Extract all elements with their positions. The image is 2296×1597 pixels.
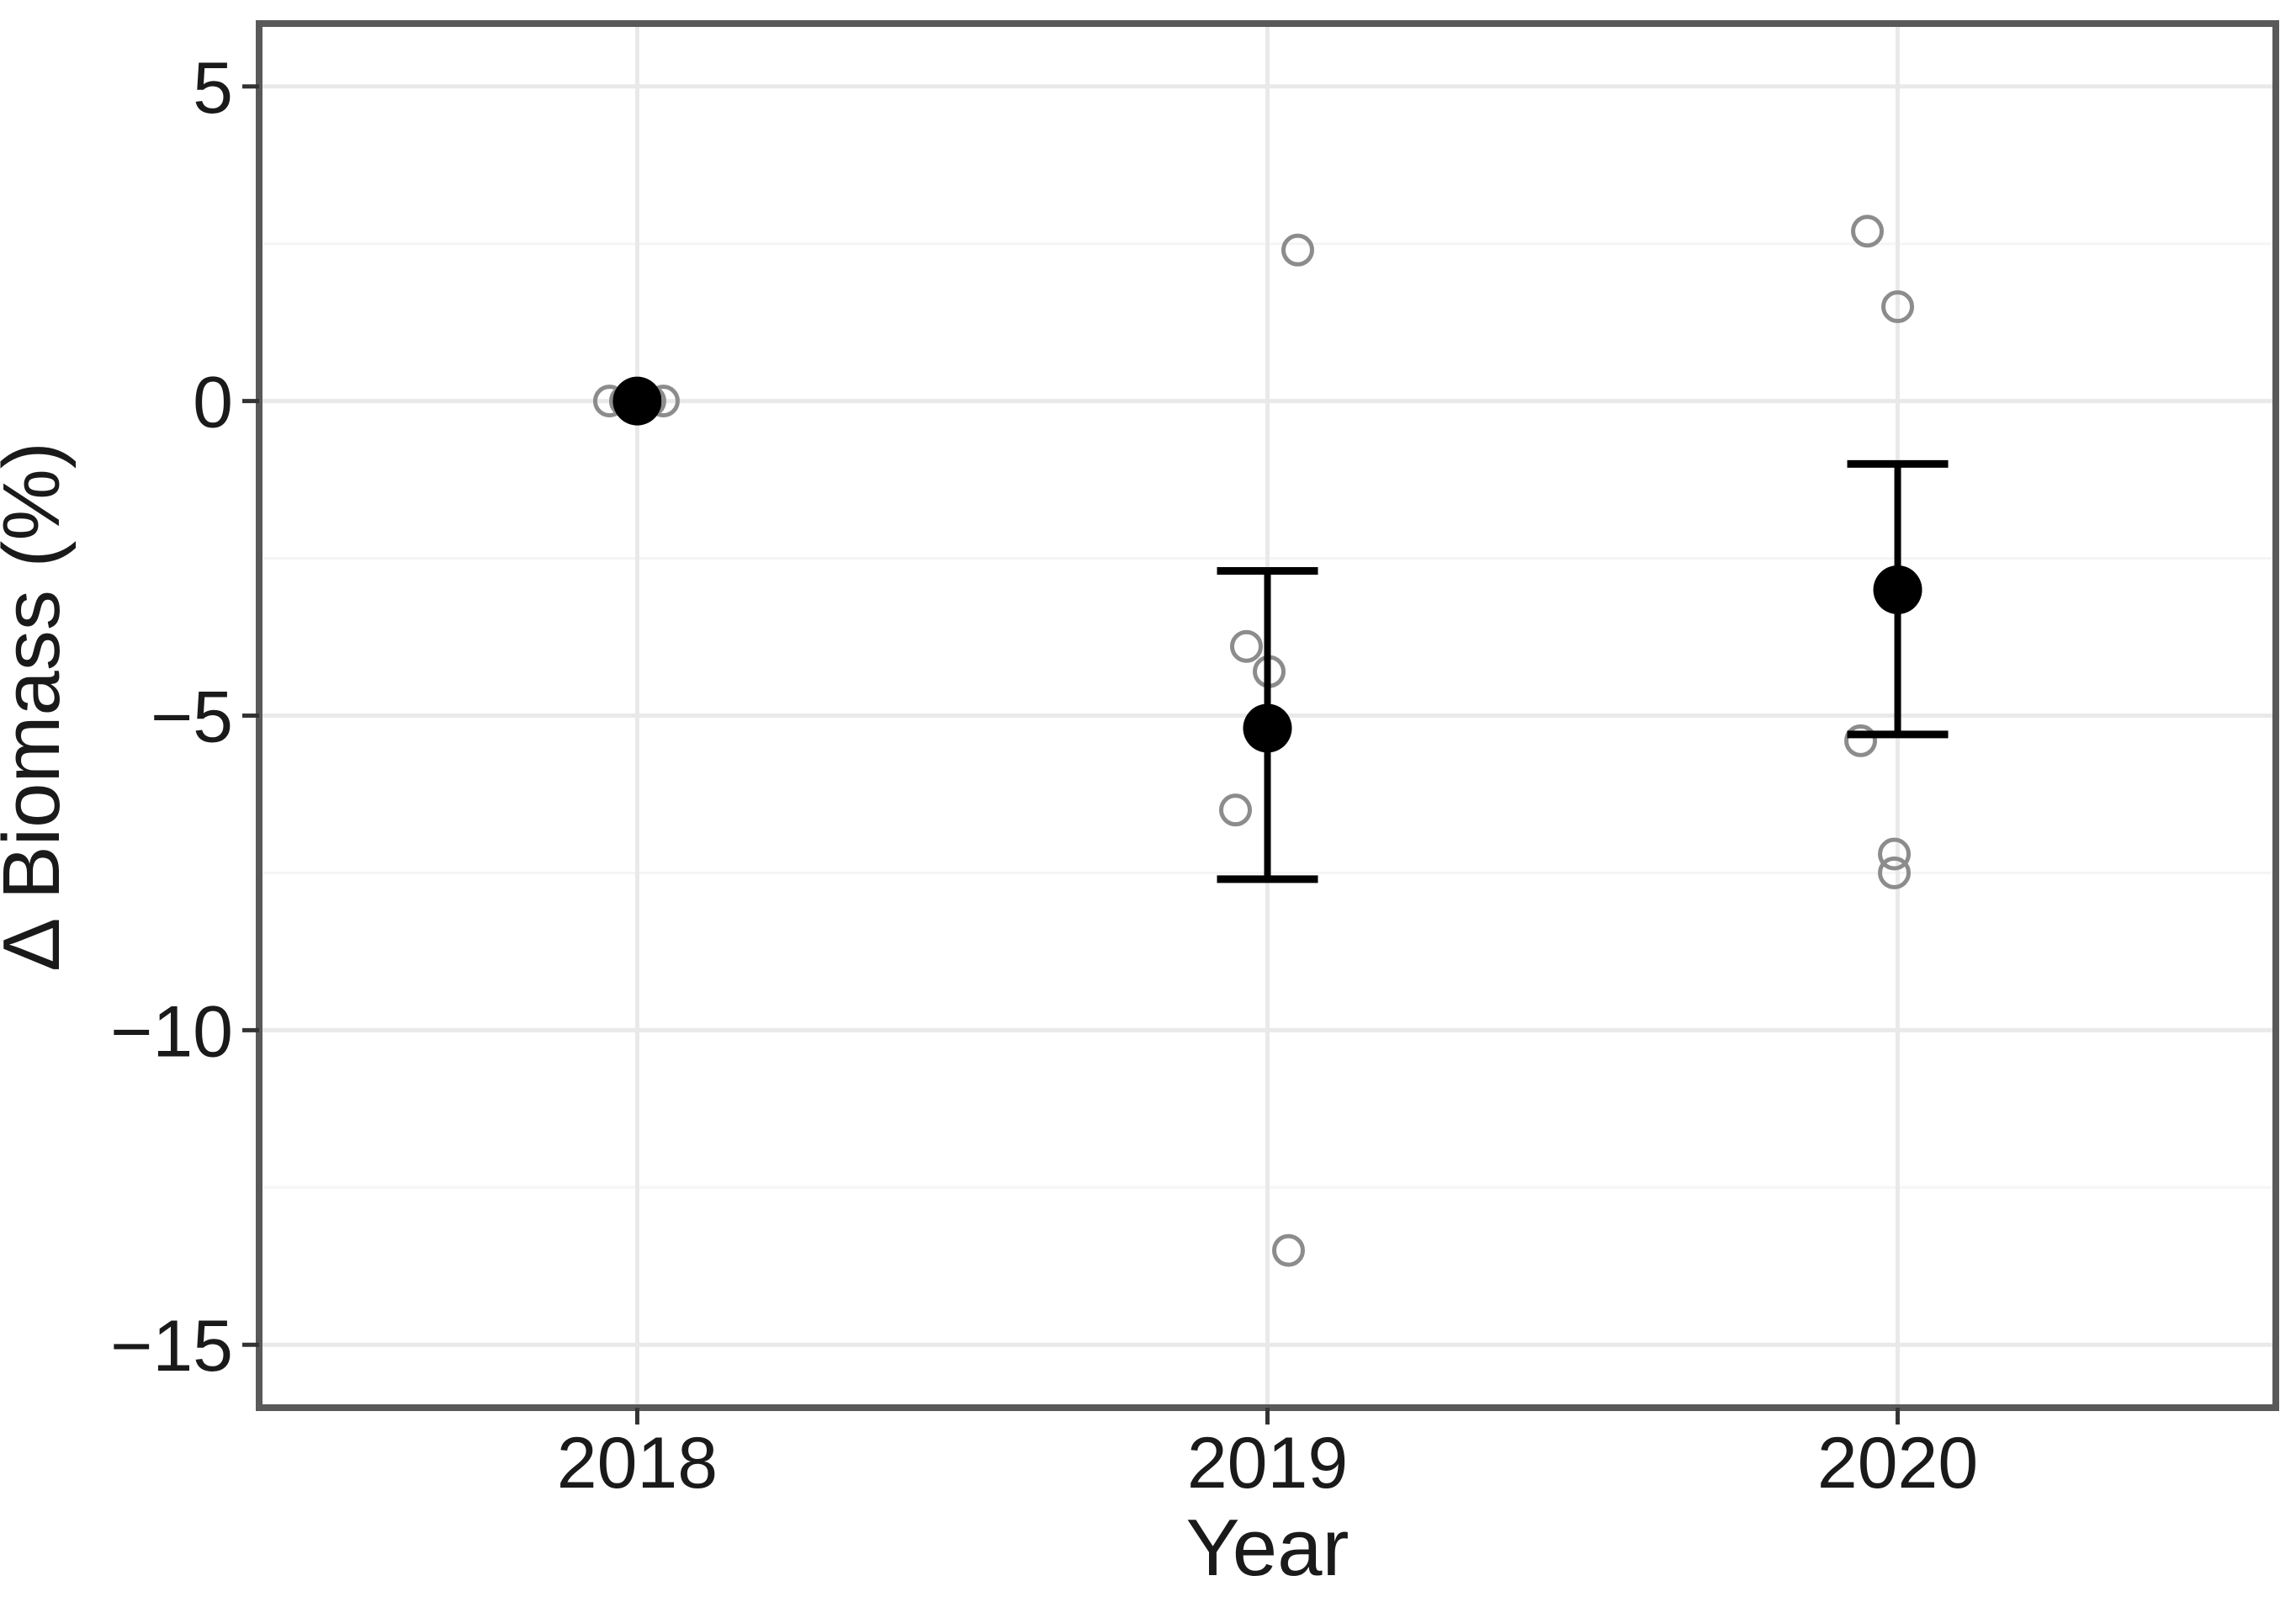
- y-tick-label: 0: [193, 363, 233, 443]
- jitter-point: [1281, 233, 1314, 267]
- y-tick-label: −5: [151, 677, 233, 758]
- jitter-point: [1851, 215, 1885, 248]
- x-axis-title: Year: [1186, 1503, 1349, 1593]
- y-tick-label: 5: [193, 48, 233, 129]
- mean-point: [1243, 703, 1292, 753]
- mean-point: [612, 376, 662, 426]
- jitter-point: [1878, 856, 1912, 889]
- y-tick-label: −10: [110, 991, 233, 1072]
- x-tick-label: 2018: [557, 1423, 718, 1504]
- x-tick-label: 2019: [1187, 1423, 1348, 1504]
- jitter-point: [1844, 724, 1878, 757]
- jitter-point: [1219, 793, 1252, 827]
- mean-point: [1873, 565, 1922, 614]
- jitter-point: [1230, 629, 1263, 663]
- y-axis-title: Δ Biomass (%): [0, 442, 77, 972]
- jitter-point: [1272, 1234, 1305, 1267]
- x-tick-label: 2020: [1817, 1423, 1978, 1504]
- jitter-point: [1881, 289, 1915, 323]
- y-tick-label: −15: [110, 1306, 233, 1387]
- jitter-point: [1878, 837, 1912, 871]
